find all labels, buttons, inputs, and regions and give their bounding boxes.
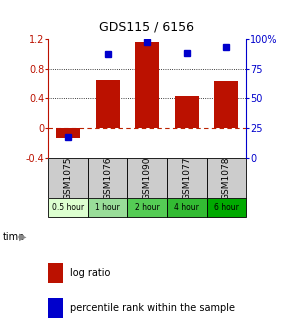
Text: 2 hour: 2 hour (135, 203, 160, 212)
Bar (56, 128, 80, 138)
Text: log ratio: log ratio (70, 268, 110, 278)
Bar (167, 198, 207, 217)
Bar (167, 158, 207, 198)
Bar (175, 96, 199, 128)
Bar (96, 80, 120, 128)
Text: ▶: ▶ (19, 232, 27, 242)
Bar (135, 42, 159, 128)
Bar (127, 198, 167, 217)
Bar (88, 198, 127, 217)
Bar (127, 158, 167, 198)
Bar (207, 198, 246, 217)
Text: 1 hour: 1 hour (95, 203, 120, 212)
Bar (48, 198, 88, 217)
Text: GSM1090: GSM1090 (143, 157, 152, 200)
Text: GSM1076: GSM1076 (103, 157, 112, 200)
Text: 0.5 hour: 0.5 hour (52, 203, 84, 212)
Bar (214, 81, 238, 128)
Text: GDS115 / 6156: GDS115 / 6156 (99, 20, 194, 34)
Bar (207, 158, 246, 198)
Bar (48, 263, 63, 283)
Text: GSM1077: GSM1077 (182, 157, 191, 200)
Text: time: time (3, 232, 25, 242)
Text: GSM1078: GSM1078 (222, 157, 231, 200)
Bar (48, 158, 88, 198)
Bar (48, 298, 63, 318)
Text: percentile rank within the sample: percentile rank within the sample (70, 303, 235, 313)
Text: GSM1075: GSM1075 (64, 157, 73, 200)
Bar (88, 158, 127, 198)
Text: 4 hour: 4 hour (174, 203, 199, 212)
Text: 6 hour: 6 hour (214, 203, 239, 212)
